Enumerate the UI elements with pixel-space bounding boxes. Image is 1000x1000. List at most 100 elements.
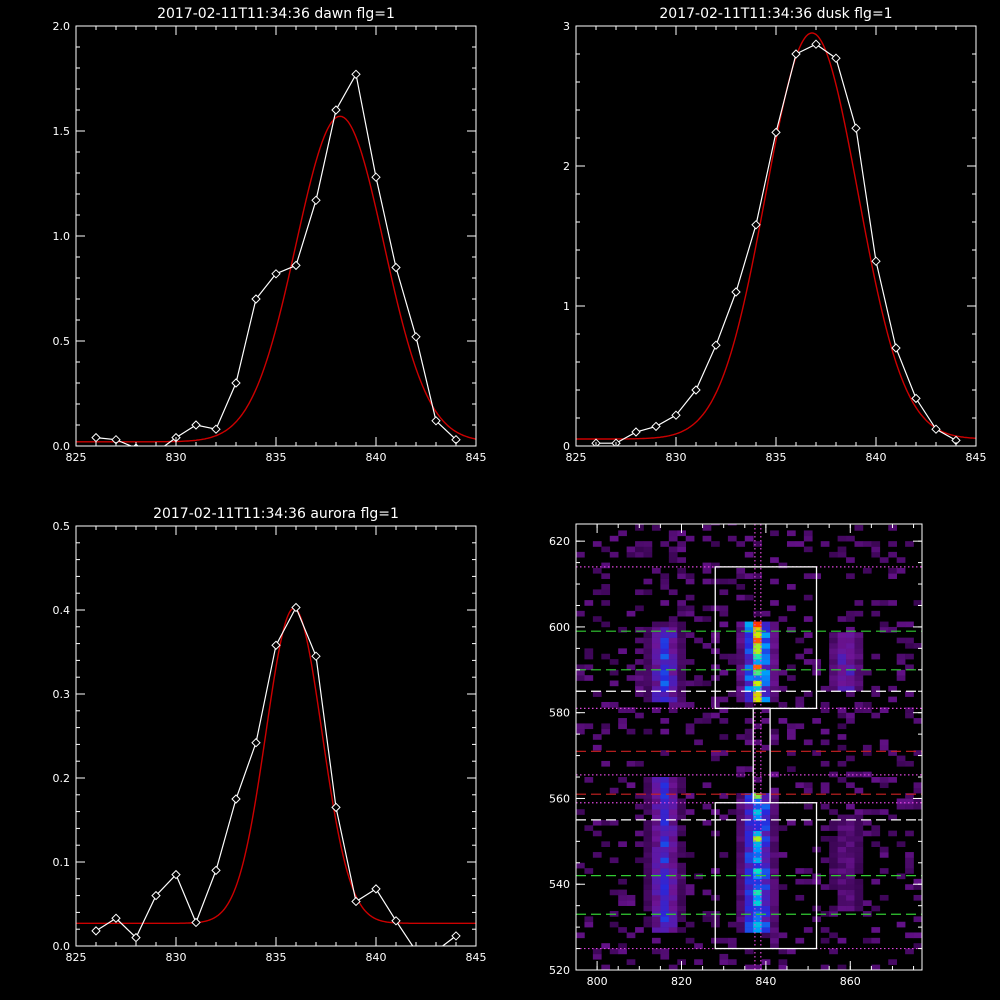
heatmap-cell — [719, 653, 729, 660]
heatmap-cell — [753, 739, 762, 746]
heatmap-cell — [660, 728, 670, 735]
heatmap-cell — [795, 937, 805, 944]
data-point — [152, 448, 160, 456]
heatmap-cell — [854, 675, 864, 681]
heatmap-cell — [795, 894, 805, 901]
heatmap-cell — [576, 723, 585, 730]
heatmap-cell — [829, 873, 838, 880]
y-tick-label: 600 — [549, 621, 570, 634]
heatmap-cell — [668, 841, 678, 848]
heatmap-cell — [837, 707, 847, 713]
heatmap-cell — [770, 825, 779, 831]
data-line — [95, 72, 457, 446]
heatmap-cell — [660, 782, 670, 789]
heatmap-cell — [736, 921, 746, 928]
heatmap-cells — [576, 524, 922, 970]
heatmap-cell — [651, 685, 661, 692]
heatmap-cell — [635, 927, 644, 933]
heatmap-cell — [651, 793, 661, 799]
x-tick-label: 845 — [966, 451, 987, 464]
heatmap-cell — [668, 696, 678, 703]
heatmap-cell — [660, 894, 670, 901]
heatmap-cell — [711, 712, 720, 719]
heatmap-cell — [744, 685, 754, 692]
data-point — [811, 39, 821, 49]
heatmap-cell — [761, 648, 771, 655]
data-line — [95, 606, 457, 946]
heatmap-cell — [905, 932, 914, 939]
heatmap-cell — [829, 852, 838, 858]
heatmap-cell — [829, 948, 838, 955]
heatmap-cell — [736, 830, 746, 837]
heatmap-cell — [635, 760, 644, 767]
heatmap-cell — [601, 728, 611, 735]
heatmap-cell — [846, 626, 855, 633]
heatmap-cell — [660, 819, 670, 826]
heatmap-cell — [803, 616, 813, 622]
x-tick-label: 830 — [666, 451, 687, 464]
heatmap-cell — [761, 819, 771, 826]
heatmap-cell — [753, 777, 762, 783]
heatmap-cell — [854, 894, 864, 901]
heatmap-cell — [744, 648, 754, 655]
heatmap-cell — [837, 680, 847, 687]
heatmap-cell — [744, 691, 754, 697]
heatmap-cell — [744, 701, 754, 708]
data-point — [331, 802, 341, 813]
heatmap-cell — [761, 809, 771, 815]
heatmap-cell — [803, 535, 813, 542]
heatmap-cell — [668, 964, 678, 970]
heatmap-cell — [736, 685, 746, 692]
heatmap-cell — [905, 643, 914, 649]
heatmap-cell — [736, 648, 746, 655]
heatmap-cell — [660, 648, 670, 655]
heatmap-cell — [753, 873, 762, 880]
heatmap-cell — [871, 551, 881, 558]
heatmap-cell — [736, 900, 746, 906]
heatmap-cell — [643, 868, 653, 874]
heatmap-cell — [576, 610, 585, 617]
heatmap-cell — [820, 803, 830, 810]
heatmap-cell — [618, 948, 627, 955]
heatmap-cell — [778, 932, 788, 939]
data-point — [891, 343, 901, 353]
heatmap-cell — [837, 884, 847, 890]
heatmap-cell — [770, 648, 779, 655]
heatmap-cell — [677, 530, 687, 537]
data-point — [251, 294, 261, 304]
heatmap-cell — [677, 626, 687, 633]
heatmap-cell — [862, 809, 872, 815]
heatmap-cell — [744, 921, 754, 928]
heatmap-cell — [660, 777, 670, 783]
heatmap-cell — [626, 900, 636, 906]
heatmap-cell — [753, 648, 762, 655]
heatmap-cell — [829, 659, 838, 665]
heatmap-cell — [651, 664, 661, 671]
y-tick-label: 0.3 — [53, 688, 71, 701]
heatmap-cell — [635, 637, 644, 644]
heatmap-cell — [846, 680, 855, 687]
heatmap-cell — [609, 857, 619, 864]
heatmap-cell — [854, 664, 864, 671]
heatmap-cell — [736, 793, 746, 799]
heatmap-cell — [651, 643, 661, 649]
x-axis: 825 830 835 840 845 — [66, 26, 487, 464]
heatmap-cell — [651, 567, 661, 574]
heatmap-cell — [770, 578, 779, 585]
heatmap-cell — [744, 696, 754, 703]
heatmap-cell — [651, 841, 661, 848]
heatmap-cell — [753, 659, 762, 665]
heatmap-cell — [761, 793, 771, 799]
heatmap-cell — [854, 878, 864, 885]
heatmap-cell — [719, 959, 729, 965]
heatmap-cell — [854, 643, 864, 649]
heatmap-cell — [896, 557, 906, 563]
heatmap-cell — [618, 777, 627, 783]
heatmap-cell — [643, 846, 653, 853]
heatmap-cell — [846, 771, 855, 778]
heatmap-cell — [744, 889, 754, 896]
heatmap-cell — [753, 878, 762, 885]
heatmap-cell — [812, 750, 822, 756]
heatmap-cell — [854, 868, 864, 874]
x-tick-label: 830 — [166, 951, 187, 964]
